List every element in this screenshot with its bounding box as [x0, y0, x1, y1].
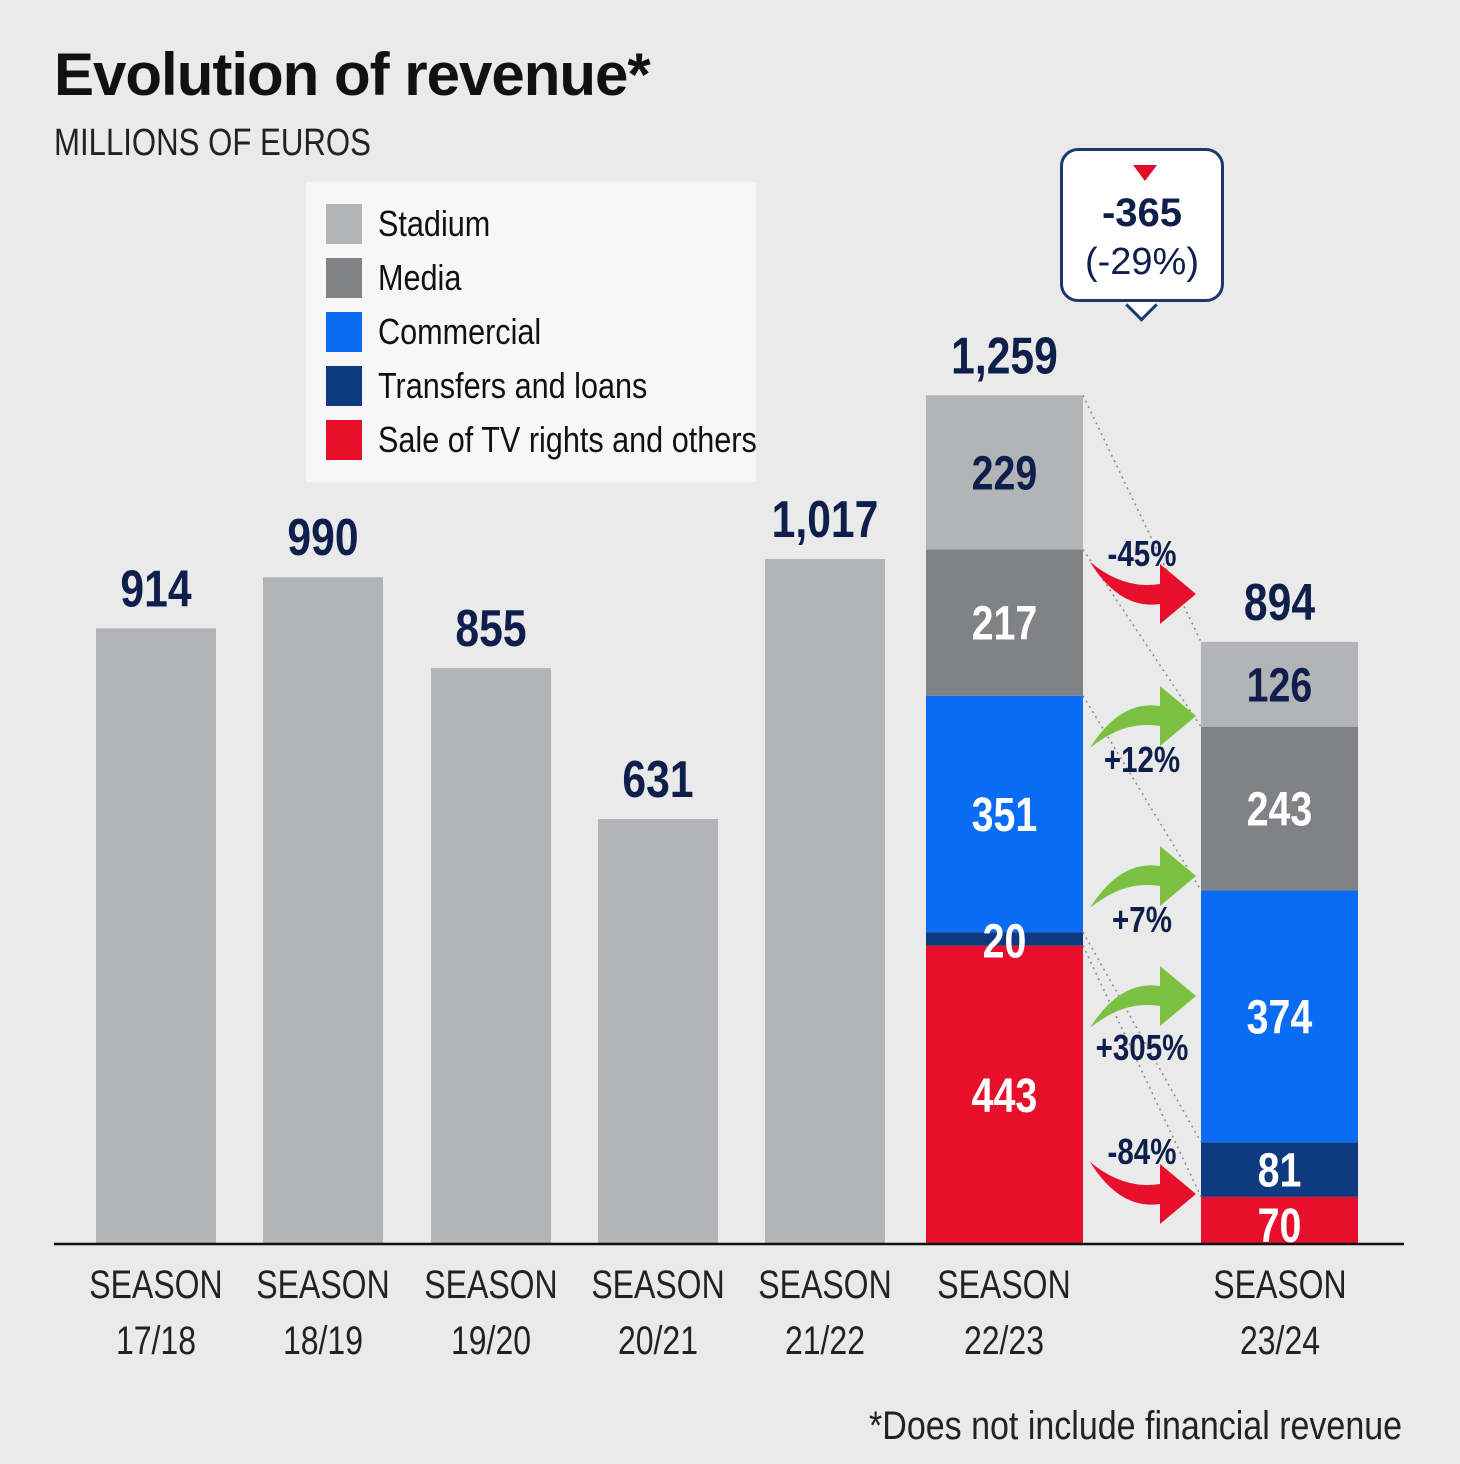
callout-percent: (-29%): [1084, 241, 1200, 283]
x-tick-label: 17/18: [116, 1318, 196, 1363]
change-callout: -365 (-29%): [1060, 148, 1224, 302]
x-tick-label: SEASON: [256, 1262, 389, 1307]
legend-swatch: [326, 420, 362, 460]
segment-label: 443: [972, 1069, 1038, 1123]
connector-line: [1082, 931, 1202, 1143]
arrow-up-icon: [1090, 686, 1196, 748]
x-tick-label: SEASON: [591, 1262, 724, 1307]
segment-label: 81: [1258, 1144, 1302, 1198]
arrow-down-icon: [1090, 1162, 1196, 1224]
x-tick-label: 18/19: [283, 1318, 363, 1363]
x-tick-label: 22/23: [964, 1318, 1044, 1363]
stacked-segment: [1201, 726, 1358, 891]
bar: [96, 628, 216, 1244]
stacked-segment: [1201, 1142, 1358, 1197]
callout-value: -365: [1101, 191, 1183, 235]
chart-subtitle: MILLIONS OF EUROS: [54, 122, 371, 164]
legend-item-commercial: Commercial: [326, 311, 570, 352]
legend-label: Commercial: [378, 311, 542, 352]
connector-line: [1082, 395, 1202, 643]
change-label: +12%: [1104, 739, 1180, 779]
bar: [765, 558, 885, 1244]
change-label: +7%: [1112, 899, 1172, 939]
legend-label: Sale of TV rights and others: [378, 419, 757, 460]
change-label: -84%: [1108, 1131, 1177, 1171]
legend-item-transfers: Transfers and loans: [326, 365, 695, 406]
segment-label: 217: [972, 597, 1038, 651]
legend: Stadium Media Commercial Transfers and l…: [306, 182, 757, 482]
stacked-segment: [926, 932, 1083, 946]
bar-total-label: 990: [287, 509, 358, 567]
x-tick-label: 21/22: [785, 1318, 865, 1363]
x-tick-label: SEASON: [89, 1262, 222, 1307]
change-label: -45%: [1108, 533, 1177, 573]
bar-total-label: 631: [622, 751, 693, 809]
x-tick-label: SEASON: [758, 1262, 891, 1307]
arrow-up-icon: [1090, 966, 1196, 1028]
bar: [263, 577, 383, 1244]
bar: [598, 818, 718, 1244]
bar-total-label: 1,017: [772, 491, 879, 549]
x-tick-label: 20/21: [618, 1318, 698, 1363]
legend-label: Stadium: [378, 203, 491, 244]
legend-swatch: [326, 258, 362, 298]
stacked-segment: [926, 945, 1083, 1244]
bar-total-label: 1,259: [951, 327, 1058, 385]
segment-label: 374: [1247, 991, 1313, 1045]
chart-title: Evolution of revenue*: [54, 41, 651, 108]
legend-swatch: [326, 366, 362, 406]
x-tick-label: 23/24: [1240, 1318, 1320, 1363]
stacked-segment: [1201, 890, 1358, 1143]
footnote: *Does not include financial revenue: [868, 1404, 1402, 1448]
segment-label: 243: [1247, 783, 1313, 837]
legend-swatch: [326, 204, 362, 244]
bar: [431, 668, 551, 1244]
stacked-segment: [926, 695, 1083, 933]
arrow-down-icon: [1090, 562, 1196, 624]
segment-label: 229: [972, 447, 1038, 501]
connector-line: [1082, 945, 1202, 1198]
arrow-up-icon: [1090, 846, 1196, 908]
bar-total-label: 914: [120, 560, 192, 618]
stacked-segment: [1201, 1196, 1358, 1244]
segment-label: 351: [972, 788, 1038, 842]
bar-total-label: 855: [455, 600, 526, 658]
connector-line: [1082, 695, 1202, 891]
segment-label: 126: [1247, 659, 1313, 713]
stacked-segment: [926, 395, 1083, 550]
change-label: +305%: [1096, 1027, 1189, 1067]
bar-total-label: 894: [1244, 574, 1316, 632]
x-tick-label: SEASON: [1213, 1262, 1346, 1307]
legend-item-tv-rights: Sale of TV rights and others: [326, 419, 824, 460]
legend-swatch: [326, 312, 362, 352]
segment-label: 20: [983, 915, 1027, 969]
legend-label: Media: [378, 257, 462, 298]
x-tick-label: SEASON: [424, 1262, 557, 1307]
legend-label: Transfers and loans: [378, 365, 648, 406]
down-triangle-icon: [1133, 165, 1157, 181]
legend-item-stadium: Stadium: [326, 203, 510, 244]
x-tick-label: SEASON: [937, 1262, 1070, 1307]
x-tick-label: 19/20: [451, 1318, 531, 1363]
legend-item-media: Media: [326, 257, 476, 298]
stacked-segment: [926, 549, 1083, 696]
stacked-segment: [1201, 641, 1358, 727]
